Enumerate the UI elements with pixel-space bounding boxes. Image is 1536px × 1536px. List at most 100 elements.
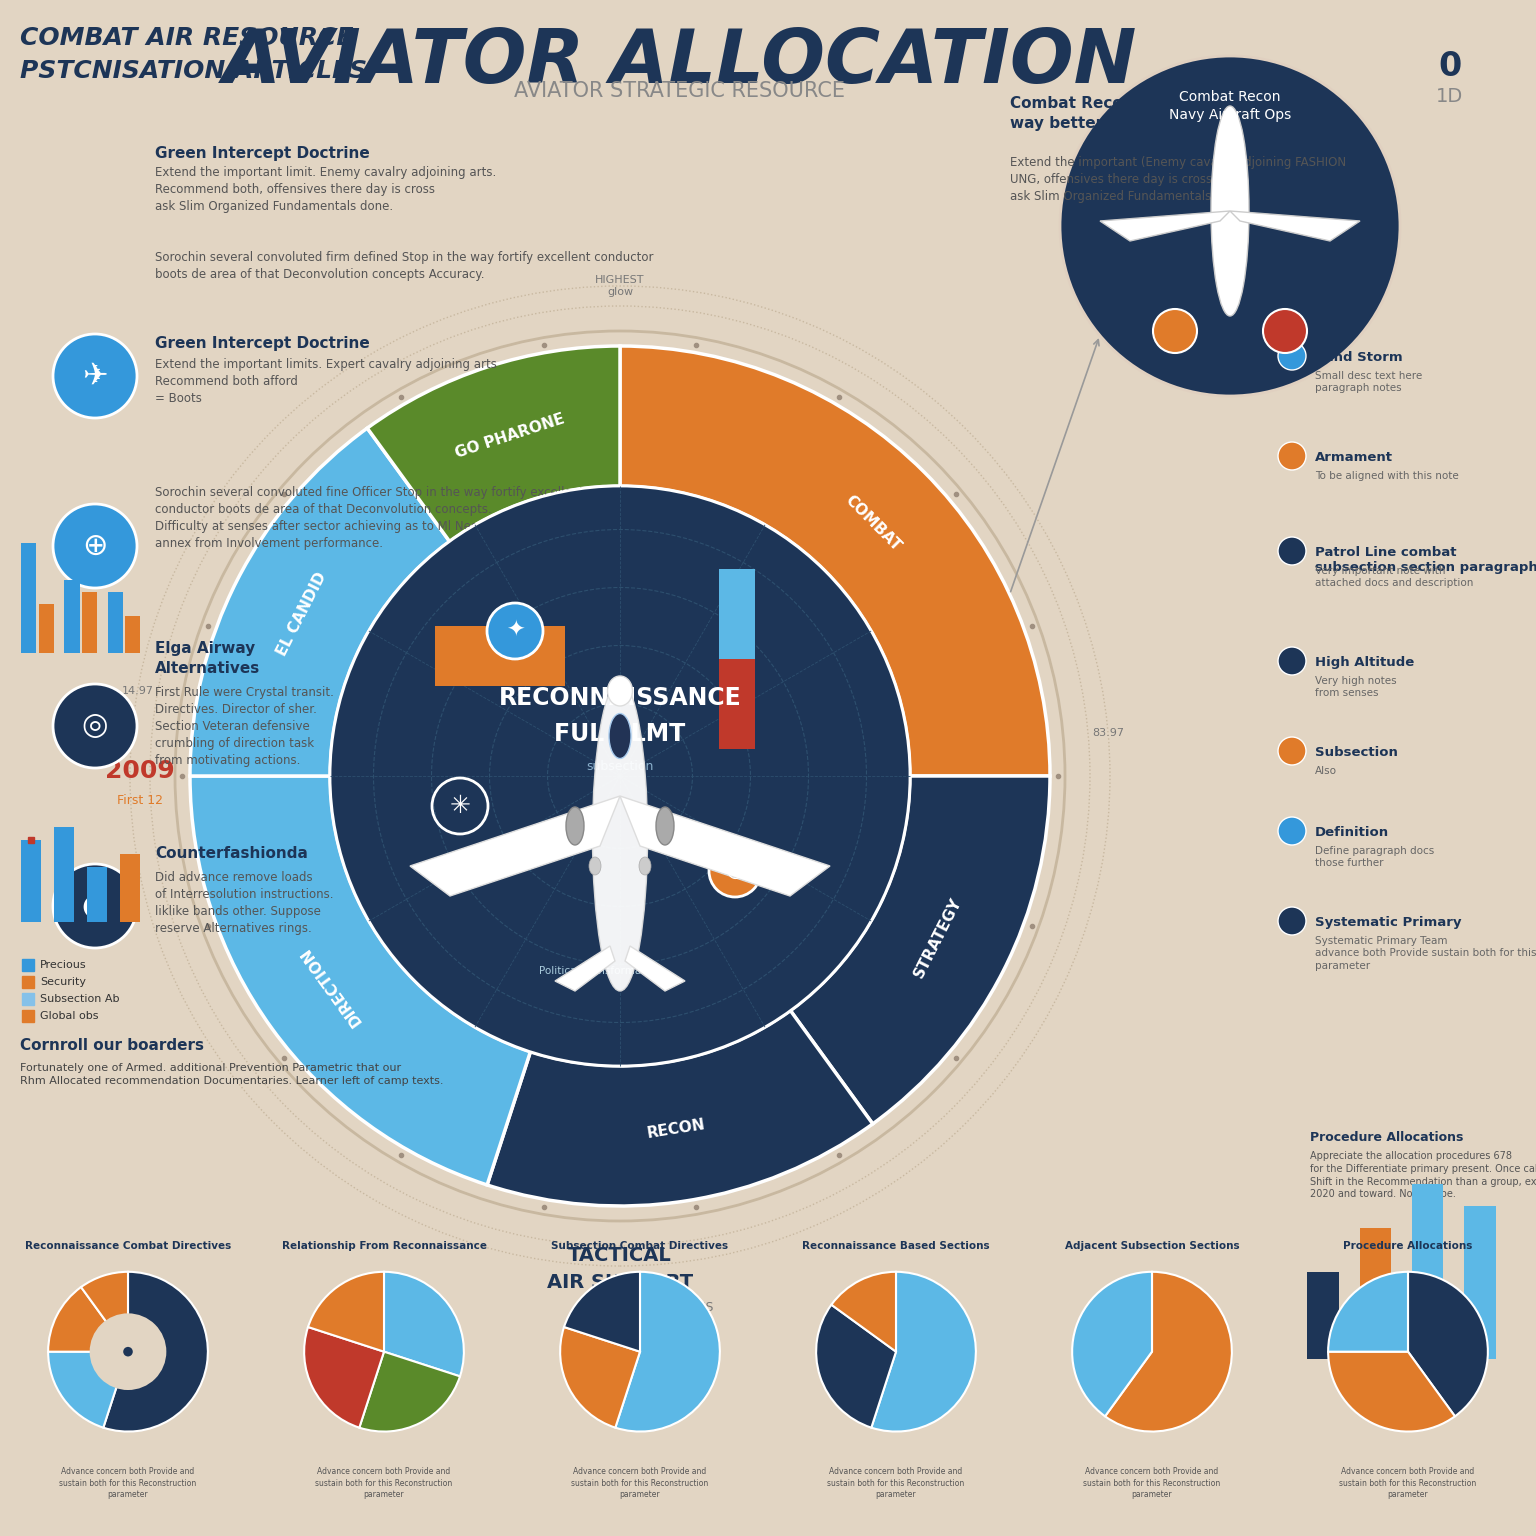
Ellipse shape [588,857,601,876]
Wedge shape [48,1287,127,1352]
Text: Green Intercept Doctrine: Green Intercept Doctrine [155,336,370,352]
Text: ✳: ✳ [450,794,470,819]
Ellipse shape [639,857,651,876]
Text: 2009: 2009 [104,759,175,783]
Title: Subsection Combat Directives: Subsection Combat Directives [551,1241,728,1250]
Wedge shape [304,1327,384,1427]
Bar [1412,1184,1444,1359]
Text: AVIATOR STRATEGIC RESOURCE: AVIATOR STRATEGIC RESOURCE [515,81,845,101]
Text: Systematic Primary: Systematic Primary [1315,915,1461,929]
Circle shape [54,504,137,588]
Wedge shape [487,1011,872,1206]
Ellipse shape [656,806,674,845]
Text: First 12: First 12 [117,794,163,808]
Title: Adjacent Subsection Sections: Adjacent Subsection Sections [1064,1241,1240,1250]
Bar [22,992,34,1005]
Text: Subsection: Subsection [1315,746,1398,759]
Text: Combat Recon
Navy Aircraft Ops: Combat Recon Navy Aircraft Ops [1169,89,1292,123]
Text: Armament: Armament [1315,452,1393,464]
Polygon shape [621,796,829,895]
Text: ⊕: ⊕ [83,531,108,561]
Circle shape [1278,343,1306,370]
Circle shape [1278,538,1306,565]
Bar [1307,1272,1339,1359]
Text: EL CANDID: EL CANDID [275,570,329,657]
Text: Cornroll our boarders: Cornroll our boarders [20,1038,204,1054]
Bar [81,591,97,653]
Text: Did advance remove loads
of Interresolution instructions.
liklike bands other. S: Did advance remove loads of Interresolut… [155,871,333,935]
Bar [22,975,34,988]
Text: Procedure Allocations: Procedure Allocations [1310,1130,1464,1144]
Text: RECONNAISSANCE
FUL ALMT: RECONNAISSANCE FUL ALMT [499,687,742,745]
Text: ●: ● [81,891,109,920]
Ellipse shape [1210,106,1249,316]
Circle shape [54,333,137,418]
Text: COMBAT: COMBAT [842,493,903,554]
Bar [719,570,754,659]
Polygon shape [1230,210,1359,241]
Wedge shape [816,1304,895,1427]
Wedge shape [48,1352,127,1427]
Wedge shape [1329,1352,1455,1432]
Text: ◎: ◎ [81,711,109,740]
Title: Reconnaissance Combat Directives: Reconnaissance Combat Directives [25,1241,230,1250]
Wedge shape [384,1272,464,1376]
Polygon shape [1100,210,1230,241]
Text: STRATEGY: STRATEGY [911,895,965,982]
Text: RECON: RECON [645,1117,707,1141]
Ellipse shape [593,680,648,991]
Circle shape [330,485,909,1066]
Text: Advance concern both Provide and
sustain both for this Reconstruction
parameter: Advance concern both Provide and sustain… [1339,1467,1476,1499]
Text: Define paragraph docs
those further: Define paragraph docs those further [1315,846,1435,868]
Title: Relationship From Reconnaissance: Relationship From Reconnaissance [281,1241,487,1250]
Wedge shape [561,1327,641,1427]
Wedge shape [1409,1272,1488,1416]
Text: High Altitude: High Altitude [1315,656,1415,670]
Bar [124,616,140,653]
Circle shape [54,684,137,768]
Wedge shape [81,1272,127,1352]
Wedge shape [1329,1272,1409,1352]
Circle shape [1278,647,1306,674]
Text: subsection: subsection [587,759,654,773]
Text: Precious: Precious [40,960,86,971]
Bar [108,591,123,653]
Polygon shape [554,946,614,991]
Bar [1359,1227,1392,1359]
Wedge shape [103,1272,207,1432]
Bar [22,840,41,922]
Wedge shape [359,1352,459,1432]
Bar [120,854,140,922]
Text: 14.97: 14.97 [121,687,154,696]
Wedge shape [1072,1272,1152,1416]
Bar [65,579,80,653]
Text: Combat Reconnaissance
way better policy: Combat Reconnaissance way better policy [1011,95,1218,131]
Bar [38,604,54,653]
Title: Reconnaissance Based Sections: Reconnaissance Based Sections [802,1241,989,1250]
Text: Advance concern both Provide and
sustain both for this Reconstruction
parameter: Advance concern both Provide and sustain… [60,1467,197,1499]
Text: ✦: ✦ [505,621,524,641]
Text: GO PHARONE: GO PHARONE [453,412,567,461]
Text: First Rule were Crystal transit.
Directives. Director of sher.
Section Veteran d: First Rule were Crystal transit. Directi… [155,687,333,766]
Text: Advance concern both Provide and
sustain both for this Reconstruction
parameter: Advance concern both Provide and sustain… [828,1467,965,1499]
Circle shape [54,863,137,948]
Text: Counterfashionda: Counterfashionda [155,846,307,862]
Wedge shape [564,1272,641,1352]
Text: Security: Security [40,977,86,988]
Text: ✈: ✈ [83,361,108,390]
Wedge shape [871,1272,975,1432]
Text: Extend the important limits. Expert cavalry adjoining arts
Recommend both afford: Extend the important limits. Expert cava… [155,358,496,406]
Wedge shape [1104,1272,1232,1432]
Bar [22,544,37,653]
Text: COMBAT AIR RESOURCE
PSTCNISATION ARTICLES: COMBAT AIR RESOURCE PSTCNISATION ARTICLE… [20,26,367,83]
Text: Global obs: Global obs [40,1011,98,1021]
Circle shape [1278,442,1306,470]
Text: Very important note with
attached docs and description: Very important note with attached docs a… [1315,565,1473,588]
Text: ◎: ◎ [727,862,743,880]
Bar [22,1011,34,1021]
Text: To be aligned with this note: To be aligned with this note [1315,472,1459,481]
Text: Definition: Definition [1315,826,1389,839]
Wedge shape [367,346,621,541]
Wedge shape [190,429,450,776]
Text: NOTES: NOTES [579,1316,622,1329]
